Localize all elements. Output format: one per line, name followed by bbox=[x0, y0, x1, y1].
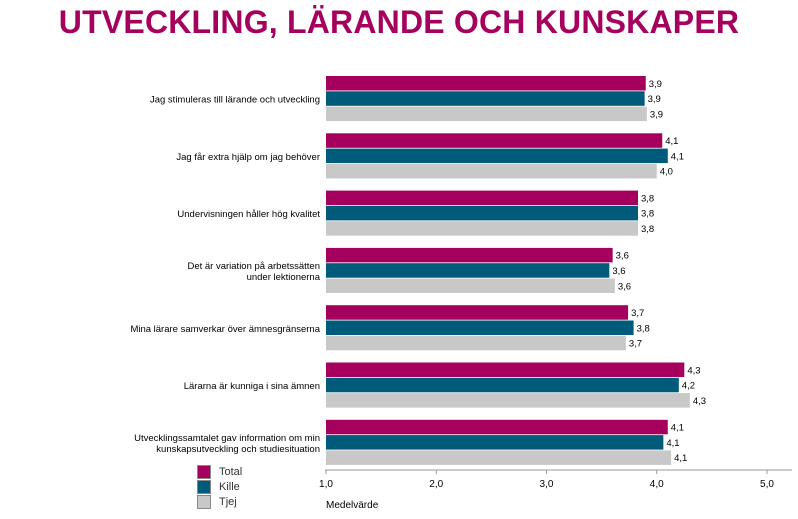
bar-kille bbox=[326, 320, 634, 335]
x-tick-label: 3,0 bbox=[540, 479, 554, 490]
legend-label-kille: Kille bbox=[219, 480, 240, 493]
data-label: 4,1 bbox=[671, 151, 684, 162]
data-label: 3,9 bbox=[650, 109, 663, 120]
category-label: Jag stimuleras till lärande och utveckli… bbox=[150, 95, 320, 106]
legend-item-total: Total bbox=[197, 464, 242, 479]
bar-kille bbox=[326, 148, 668, 164]
data-label: 4,3 bbox=[687, 365, 700, 376]
bar-total bbox=[326, 133, 663, 148]
data-label: 3,8 bbox=[641, 193, 654, 204]
legend-swatch-tjej bbox=[197, 494, 211, 509]
x-tick-label: 4,0 bbox=[650, 479, 664, 490]
bar-total bbox=[326, 362, 685, 377]
legend-label-tjej: Tjej bbox=[219, 495, 237, 508]
bar-kille bbox=[326, 263, 610, 278]
data-label: 3,6 bbox=[618, 281, 631, 292]
legend-swatch-kille bbox=[197, 479, 211, 494]
data-label: 3,9 bbox=[649, 79, 662, 90]
legend-swatch-total bbox=[197, 464, 211, 479]
x-tick-label: 5,0 bbox=[760, 479, 774, 490]
data-label: 3,6 bbox=[612, 266, 625, 277]
bar-tjej bbox=[326, 106, 647, 122]
bar-tjej bbox=[326, 393, 690, 408]
data-label: 4,1 bbox=[665, 136, 678, 147]
bar-tjej bbox=[326, 450, 672, 465]
bar-kille bbox=[326, 435, 664, 450]
data-label: 3,7 bbox=[631, 308, 644, 319]
data-label: 3,8 bbox=[641, 224, 654, 235]
bar-tjej bbox=[326, 278, 615, 293]
legend-label-total: Total bbox=[219, 465, 243, 478]
bar-total bbox=[326, 190, 639, 206]
x-tick-label: 1,0 bbox=[319, 479, 333, 490]
data-label: 3,6 bbox=[616, 251, 629, 262]
data-label: 3,8 bbox=[641, 209, 654, 220]
bar-tjej bbox=[326, 221, 639, 236]
bar-tjej bbox=[326, 335, 626, 351]
category-label: Mina lärare samverkar över ämnesgränsern… bbox=[130, 324, 320, 335]
category-label: Jag får extra hjälp om jag behöver bbox=[176, 152, 320, 163]
data-label: 4,1 bbox=[666, 438, 679, 449]
bar-total bbox=[326, 305, 629, 320]
data-label: 3,9 bbox=[648, 94, 661, 105]
data-label: 4,2 bbox=[682, 381, 695, 392]
category-label: Det är variation på arbetssätten bbox=[187, 261, 320, 272]
category-label: Utvecklingssamtalet gav information om m… bbox=[134, 433, 320, 444]
data-label: 4,1 bbox=[674, 453, 687, 464]
bar-tjej bbox=[326, 163, 657, 179]
data-label: 3,8 bbox=[637, 323, 650, 334]
bar-kille bbox=[326, 377, 679, 393]
bar-kille bbox=[326, 91, 645, 106]
category-label: Undervisningen håller hög kvalitet bbox=[177, 209, 320, 220]
bar-total bbox=[326, 247, 613, 263]
bar-total bbox=[326, 76, 646, 91]
category-label: Lärarna är kunniga i sina ämnen bbox=[184, 381, 320, 392]
bar-kille bbox=[326, 205, 639, 221]
category-label: under lektionerna bbox=[247, 272, 321, 283]
bar-total bbox=[326, 419, 668, 435]
data-label: 4,0 bbox=[660, 167, 673, 178]
x-axis-label: Medelvärde bbox=[326, 500, 379, 511]
x-tick-label: 2,0 bbox=[429, 479, 443, 490]
category-label: kunskapsutveckling och studiesituation bbox=[156, 444, 320, 455]
data-label: 4,3 bbox=[693, 396, 706, 407]
data-label: 4,1 bbox=[671, 423, 684, 434]
legend-item-kille: Kille bbox=[197, 479, 242, 494]
data-label: 3,7 bbox=[629, 339, 642, 350]
chart-title: UTVECKLING, LÄRANDE OCH KUNSKAPER bbox=[58, 4, 740, 40]
legend: Total Kille Tjej bbox=[197, 464, 242, 509]
legend-item-tjej: Tjej bbox=[197, 494, 242, 509]
